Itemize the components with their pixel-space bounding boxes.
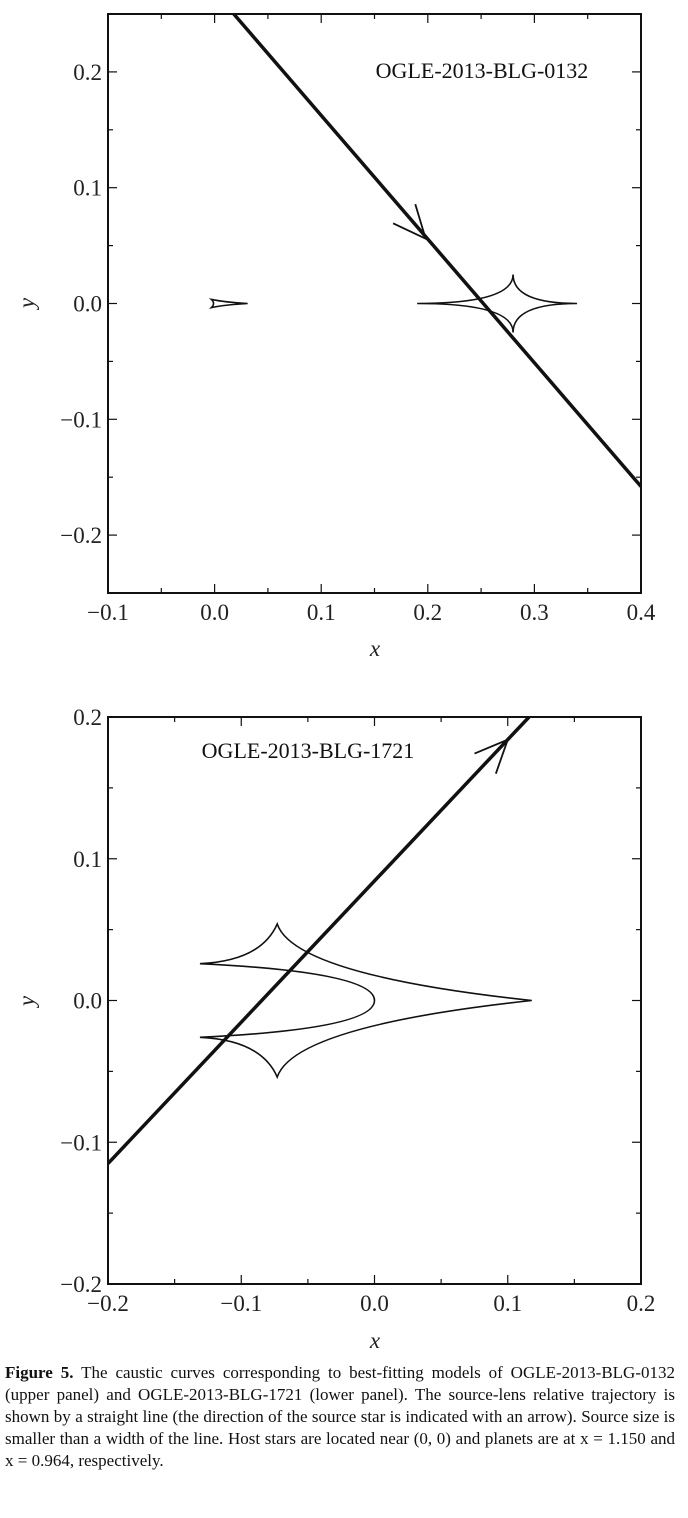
upper-panel-x-tick-labels: −0.1 0.0 0.1 0.2 0.3 0.4 (87, 600, 656, 625)
lower-panel-title: OGLE-2013-BLG-1721 (202, 738, 415, 763)
lower-panel-y-tick-label: 0.2 (73, 705, 102, 730)
upper-panel-x-axis-label: x (369, 636, 381, 661)
lower-panel-x-tick-labels: −0.2 −0.1 0.0 0.1 0.2 (87, 1291, 655, 1316)
upper-panel-x-tick-label: 0.1 (307, 600, 336, 625)
upper-panel-central-caustic (208, 298, 248, 309)
upper-panel-trajectory-line (232, 14, 641, 488)
upper-panel-x-tick-label: 0.2 (413, 600, 442, 625)
lower-panel-x-axis-label: x (369, 1328, 381, 1353)
lower-panel-caustics (199, 921, 532, 1080)
lower-panel: −0.2 −0.1 0.0 0.1 0.2 −0.2 −0.1 0.0 0.1 0.2 OGLE… (14, 705, 655, 1353)
lower-panel-x-tick-label: −0.2 (87, 1291, 129, 1316)
upper-panel-x-tick-label: 0.4 (627, 600, 656, 625)
upper-panel-y-tick-label: −0.1 (60, 407, 102, 432)
lower-panel-frame (107, 716, 642, 1285)
lower-panel-x-tick-label: 0.2 (627, 1291, 656, 1316)
figure-caption: Figure 5. The caustic curves correspondi… (5, 1362, 675, 1472)
lower-panel-y-axis-label: y (14, 995, 39, 1008)
lower-panel-y-tick-label: −0.1 (60, 1130, 102, 1155)
lower-panel-x-tick-label: 0.0 (360, 1291, 389, 1316)
upper-panel-x-tick-label: 0.3 (520, 600, 549, 625)
upper-panel-x-tick-label: 0.0 (200, 600, 229, 625)
lower-panel-trajectory-line (108, 717, 531, 1165)
upper-panel-x-tick-label: −0.1 (87, 600, 129, 625)
lower-panel-x-tick-label: −0.1 (220, 1291, 262, 1316)
upper-panel-trajectory (232, 14, 641, 488)
upper-panel-frame (107, 13, 642, 594)
upper-panel-y-tick-label: 0.2 (73, 60, 102, 85)
upper-panel-y-tick-label: 0.0 (73, 292, 102, 317)
lower-panel-x-tick-label: 0.1 (493, 1291, 522, 1316)
upper-panel-y-tick-labels: −0.2 −0.1 0.0 0.1 0.2 (60, 60, 102, 548)
upper-panel-planetary-caustic (417, 274, 578, 333)
upper-panel-y-tick-label: 0.1 (73, 176, 102, 201)
lower-panel-central-caustic (199, 921, 532, 1080)
upper-panel-y-tick-label: −0.2 (60, 523, 102, 548)
upper-panel: −0.1 0.0 0.1 0.2 0.3 0.4 −0.2 −0.1 0.0 0.1 0.2 OG… (14, 13, 656, 661)
caption-label: Figure 5. (5, 1363, 74, 1382)
upper-panel-direction-arrow (392, 203, 428, 241)
caption-text: The caustic curves corresponding to best… (5, 1363, 675, 1470)
lower-panel-y-tick-label: 0.1 (73, 847, 102, 872)
lower-panel-y-tick-label: 0.0 (73, 989, 102, 1014)
upper-panel-caustics (208, 274, 578, 333)
lower-panel-direction-arrow (474, 738, 510, 774)
lower-panel-y-tick-labels: −0.2 −0.1 0.0 0.1 0.2 (60, 705, 102, 1297)
lower-panel-y-tick-label: −0.2 (60, 1272, 102, 1297)
figure: −0.1 0.0 0.1 0.2 0.3 0.4 −0.2 −0.1 0.0 0.1 0.2 OG… (14, 13, 656, 1353)
upper-panel-title: OGLE-2013-BLG-0132 (376, 58, 589, 83)
upper-panel-y-axis-label: y (14, 297, 39, 310)
lower-panel-trajectory (108, 717, 531, 1165)
